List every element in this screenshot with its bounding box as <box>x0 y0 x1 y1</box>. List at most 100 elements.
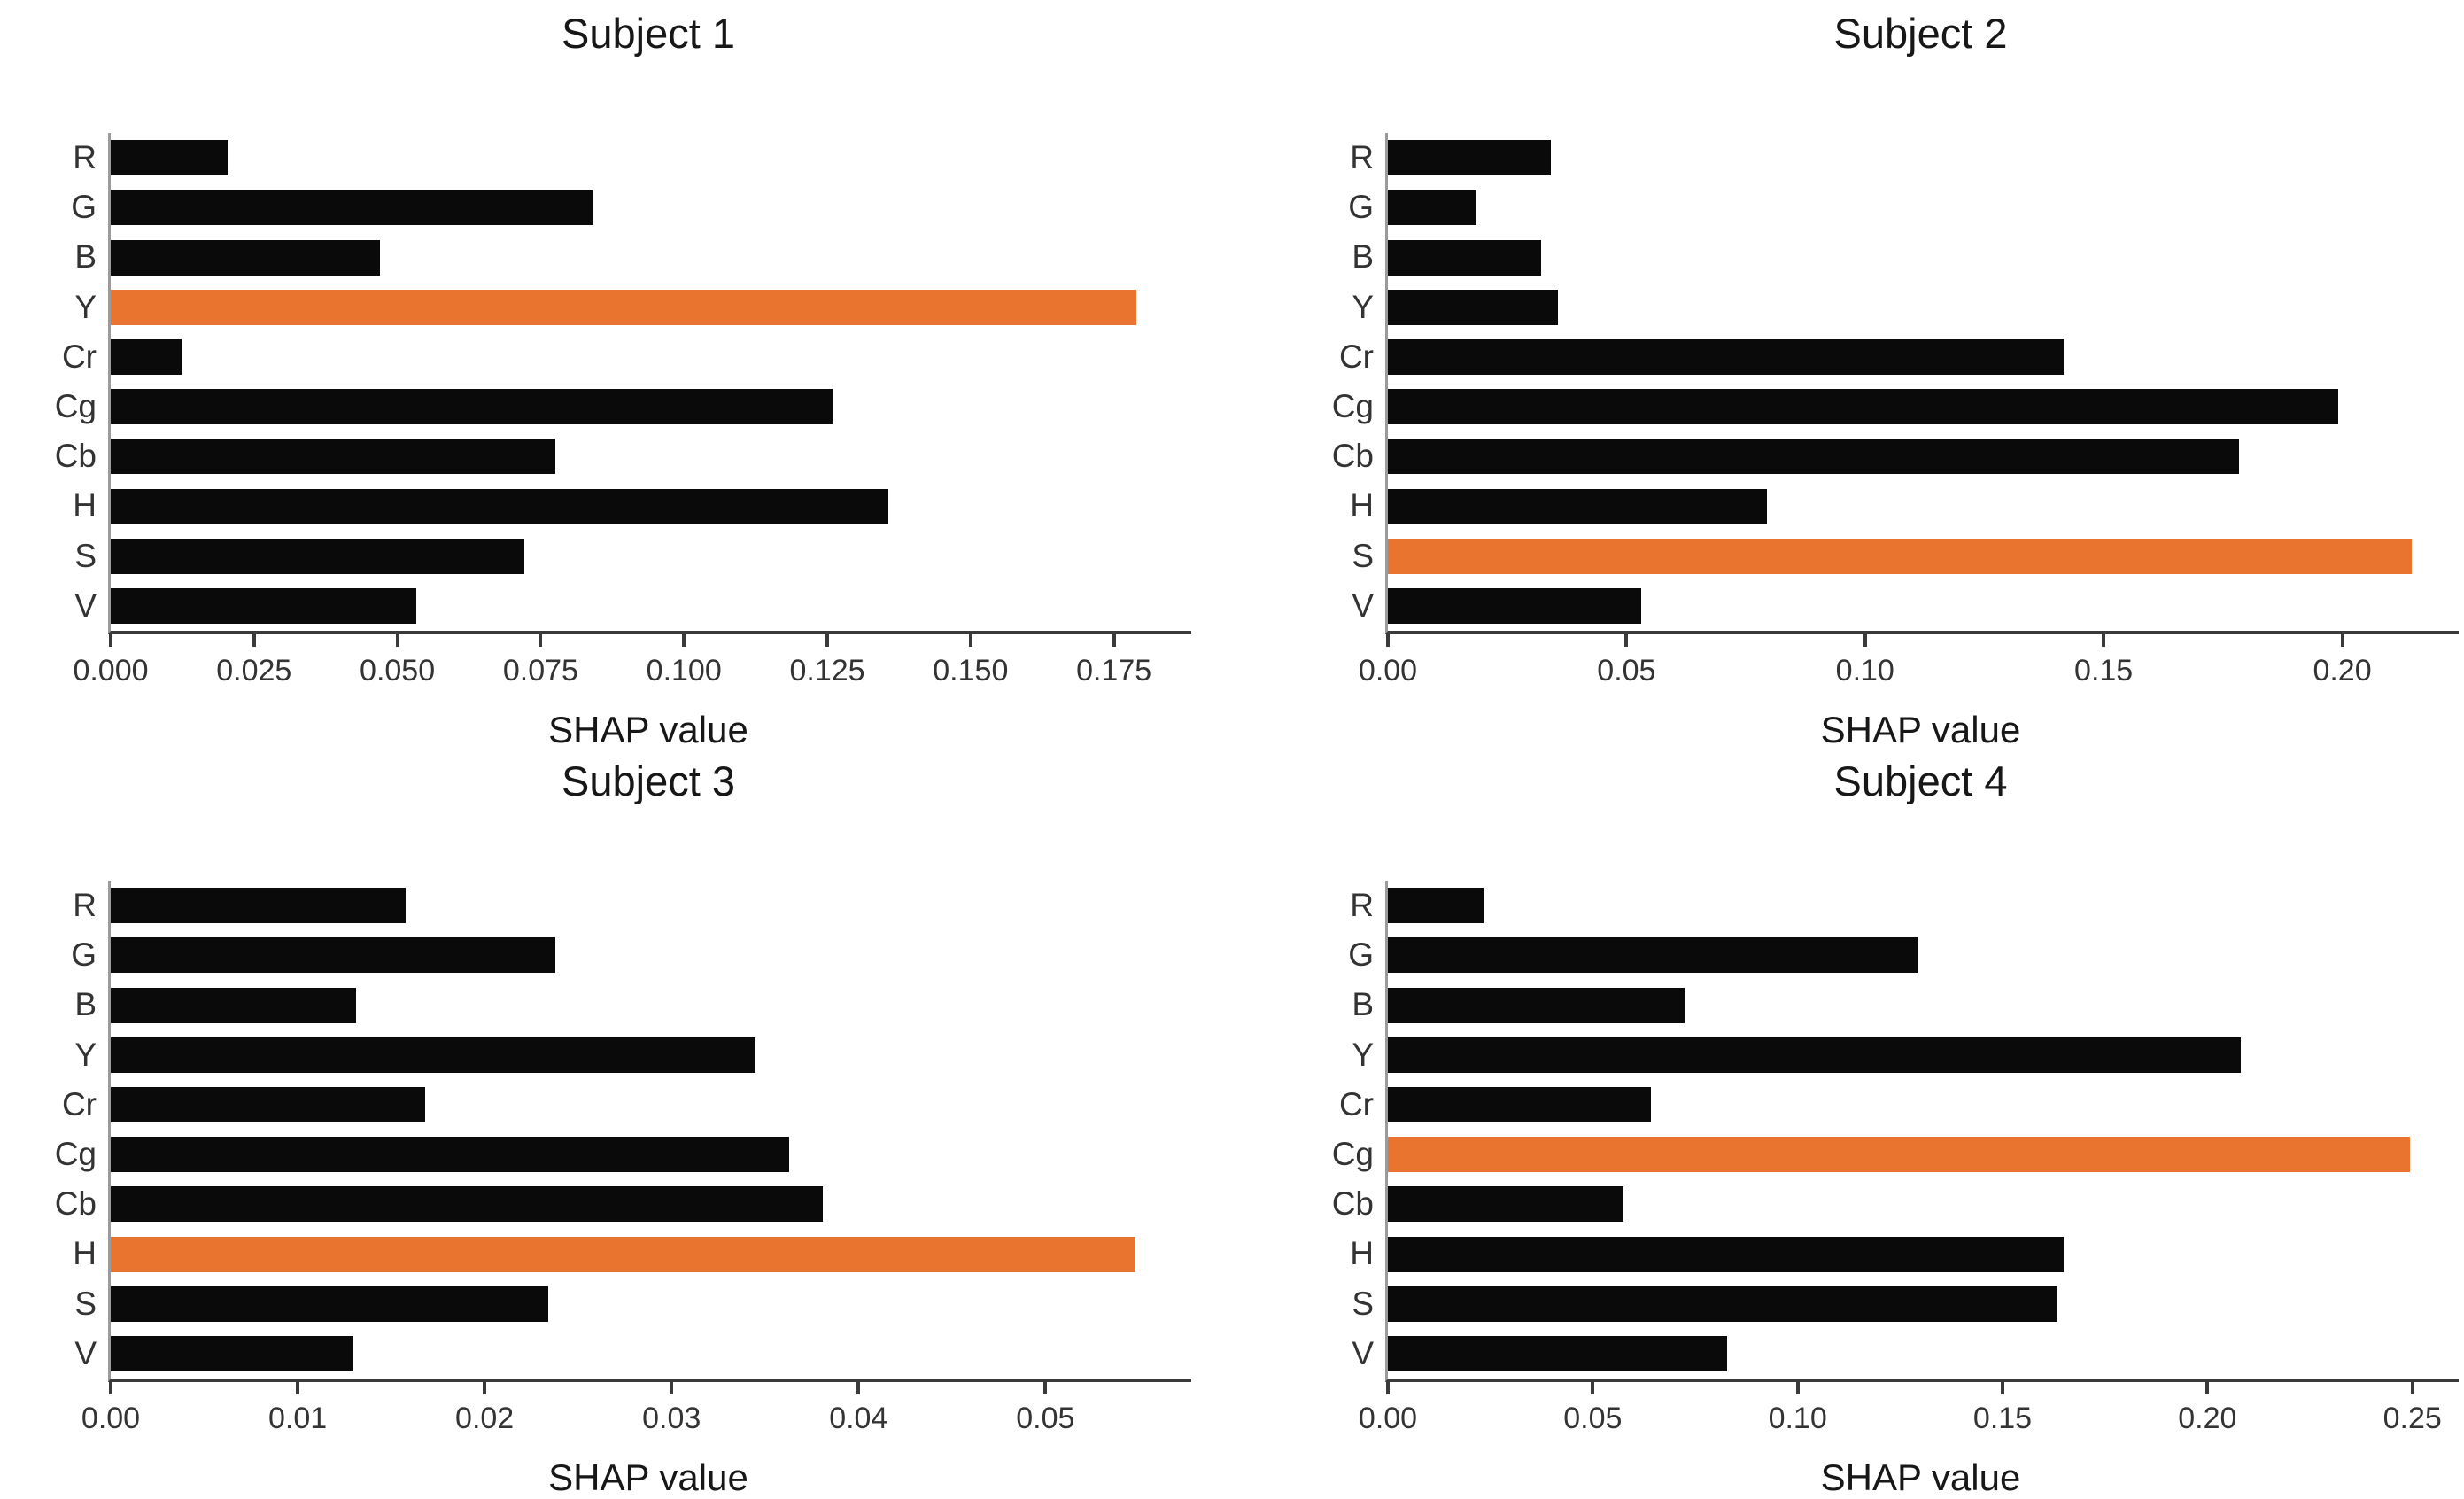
x-tick-label: 0.15 <box>2074 654 2134 687</box>
x-tick-label: 0.04 <box>829 1402 888 1435</box>
x-tick-label: 0.125 <box>789 654 865 687</box>
bar-g <box>1388 190 1476 226</box>
x-axis-title: SHAP value <box>1820 1456 2021 1498</box>
x-tick-label: 0.25 <box>2383 1402 2442 1435</box>
x-tick-mark <box>109 634 112 647</box>
x-tick-mark <box>856 1382 861 1394</box>
x-tick-mark <box>539 634 543 647</box>
bar-s <box>111 538 525 574</box>
y-tick-label-v: V <box>1352 1334 1374 1371</box>
y-tick-label-g: G <box>71 936 97 974</box>
bar-v <box>1388 1335 1727 1371</box>
bar-g <box>1388 937 1918 974</box>
x-tick-label: 0.025 <box>216 654 292 687</box>
x-tick-mark <box>1863 634 1867 647</box>
y-tick-label-b: B <box>74 986 97 1023</box>
y-tick-label-g: G <box>71 189 97 226</box>
bar-b <box>111 987 356 1023</box>
bar-h <box>111 488 888 524</box>
y-tick-label-g: G <box>1348 189 1374 226</box>
x-tick-label: 0.00 <box>1358 1402 1418 1435</box>
y-tick-label-cb: Cb <box>54 1185 97 1223</box>
x-tick-mark <box>1386 1382 1390 1394</box>
x-tick-mark <box>682 634 686 647</box>
x-tick-mark <box>1591 1382 1595 1394</box>
bar-b <box>111 239 381 276</box>
bar-g <box>111 937 556 974</box>
y-tick-label-cb: Cb <box>54 438 97 475</box>
bar-r <box>111 140 229 176</box>
subplot-title: Subject 2 <box>1833 10 2008 57</box>
y-tick-label-v: V <box>1352 586 1374 624</box>
x-tick-label: 0.00 <box>81 1402 141 1435</box>
x-tick-label: 0.03 <box>642 1402 701 1435</box>
bar-cb <box>111 1186 824 1223</box>
bar-cg <box>1388 389 2339 425</box>
bar-y <box>1388 289 1559 325</box>
y-tick-label-r: R <box>73 139 97 176</box>
bar-v <box>1388 587 1642 624</box>
x-tick-mark <box>1624 634 1629 647</box>
bar-b <box>1388 987 1685 1023</box>
y-tick-label-v: V <box>74 1334 97 1371</box>
subplot-subject-3: Subject 3 R G B Y Cr Cg Cb H S V 0.00 0.01 0.02 0.03 0… <box>0 748 1232 1498</box>
y-tick-label-y: Y <box>74 1036 97 1073</box>
x-tick-mark <box>825 634 830 647</box>
y-tick-label-b: B <box>1352 986 1374 1023</box>
subplot-title: Subject 4 <box>1833 757 2008 804</box>
y-tick-label-r: R <box>1350 139 1374 176</box>
x-tick-mark <box>483 1382 487 1394</box>
bar-y <box>111 1037 756 1073</box>
bar-y-highlighted <box>111 289 1136 325</box>
y-tick-label-h: H <box>73 1235 97 1272</box>
y-tick-label-s: S <box>74 1285 97 1322</box>
y-tick-label-s: S <box>74 537 97 574</box>
x-tick-mark <box>1112 634 1116 647</box>
bar-cb <box>1388 1186 1623 1223</box>
y-tick-label-s: S <box>1352 537 1374 574</box>
bar-y <box>1388 1037 2242 1073</box>
x-tick-label: 0.05 <box>1016 1402 1075 1435</box>
x-axis-title: SHAP value <box>1820 709 2021 750</box>
y-tick-label-y: Y <box>74 288 97 325</box>
bar-s <box>1388 1285 2057 1322</box>
bar-cb <box>111 439 555 475</box>
x-tick-mark <box>2102 634 2106 647</box>
x-tick-label: 0.100 <box>646 654 722 687</box>
x-tick-mark <box>1043 1382 1048 1394</box>
y-tick-label-r: R <box>1350 887 1374 924</box>
x-tick-mark <box>2205 1382 2210 1394</box>
y-tick-label-y: Y <box>1352 1036 1374 1073</box>
bar-h-highlighted <box>111 1236 1135 1272</box>
y-tick-label-cr: Cr <box>61 338 97 375</box>
bar-cb <box>1388 439 2239 475</box>
subplot-title: Subject 1 <box>562 10 735 57</box>
x-tick-mark <box>1795 1382 1800 1394</box>
bar-r <box>1388 888 1484 924</box>
y-tick-label-cr: Cr <box>1338 338 1374 375</box>
x-tick-label: 0.02 <box>455 1402 515 1435</box>
bar-b <box>1388 239 1542 276</box>
y-tick-label-cr: Cr <box>61 1085 97 1122</box>
x-tick-mark <box>2340 634 2344 647</box>
bar-s <box>111 1285 548 1322</box>
x-axis-title: SHAP value <box>548 1456 748 1498</box>
x-tick-label: 0.15 <box>1972 1402 2033 1435</box>
x-tick-mark <box>1386 634 1390 647</box>
bar-cr <box>1388 338 2064 375</box>
x-tick-label: 0.10 <box>1835 654 1894 687</box>
x-tick-mark <box>968 634 972 647</box>
y-tick-label-y: Y <box>1352 288 1374 325</box>
bar-cr <box>111 1086 425 1122</box>
subplot-subject-2: Subject 2 R G B Y Cr Cg Cb H S V 0.00 0.05 0.10 0.15 0… <box>1232 0 2464 750</box>
y-tick-label-r: R <box>73 887 97 924</box>
x-tick-label: 0.00 <box>1358 654 1418 687</box>
x-tick-mark <box>670 1382 674 1394</box>
y-tick-label-cg: Cg <box>1331 388 1374 425</box>
bar-r <box>1388 140 1552 176</box>
bar-cr <box>1388 1086 1652 1122</box>
bar-h <box>1388 488 1768 524</box>
y-tick-label-h: H <box>1350 1235 1374 1272</box>
y-tick-label-g: G <box>1348 936 1374 974</box>
x-tick-label: 0.175 <box>1076 654 1152 687</box>
